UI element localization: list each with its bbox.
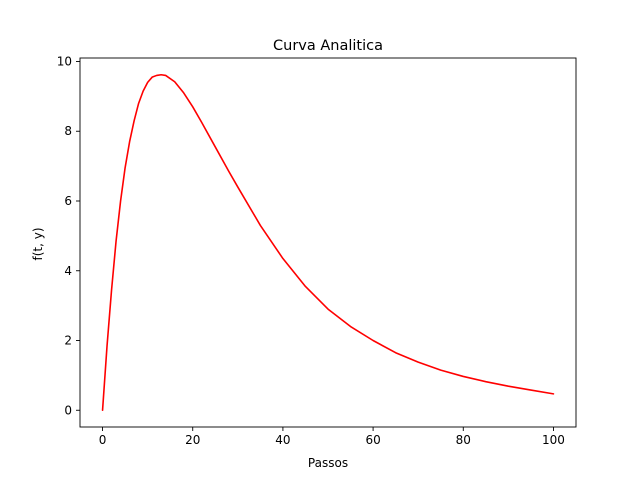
y-tick-label-5: 10 <box>57 54 72 68</box>
x-tick-label-0: 0 <box>99 433 107 447</box>
plot-area: 0 20 40 60 80 100 0 2 4 6 8 10 <box>57 54 577 447</box>
y-tick-label-4: 8 <box>64 124 72 138</box>
x-axis-label: Passos <box>308 456 348 470</box>
y-tick-label-1: 2 <box>64 334 72 348</box>
series-line-0 <box>101 73 555 412</box>
x-tick-label-5: 100 <box>542 433 565 447</box>
axes-frame <box>79 57 577 428</box>
x-tick-label-3: 60 <box>365 433 380 447</box>
x-tick-label-4: 80 <box>456 433 471 447</box>
x-tick-label-1: 20 <box>185 433 200 447</box>
x-tick-label-2: 40 <box>275 433 290 447</box>
y-axis-label: f(t, y) <box>31 227 45 260</box>
chart-title: Curva Analitica <box>273 38 383 54</box>
y-tick-label-3: 6 <box>64 194 72 208</box>
y-tick-label-0: 0 <box>64 403 72 417</box>
y-tick-label-2: 4 <box>64 264 72 278</box>
